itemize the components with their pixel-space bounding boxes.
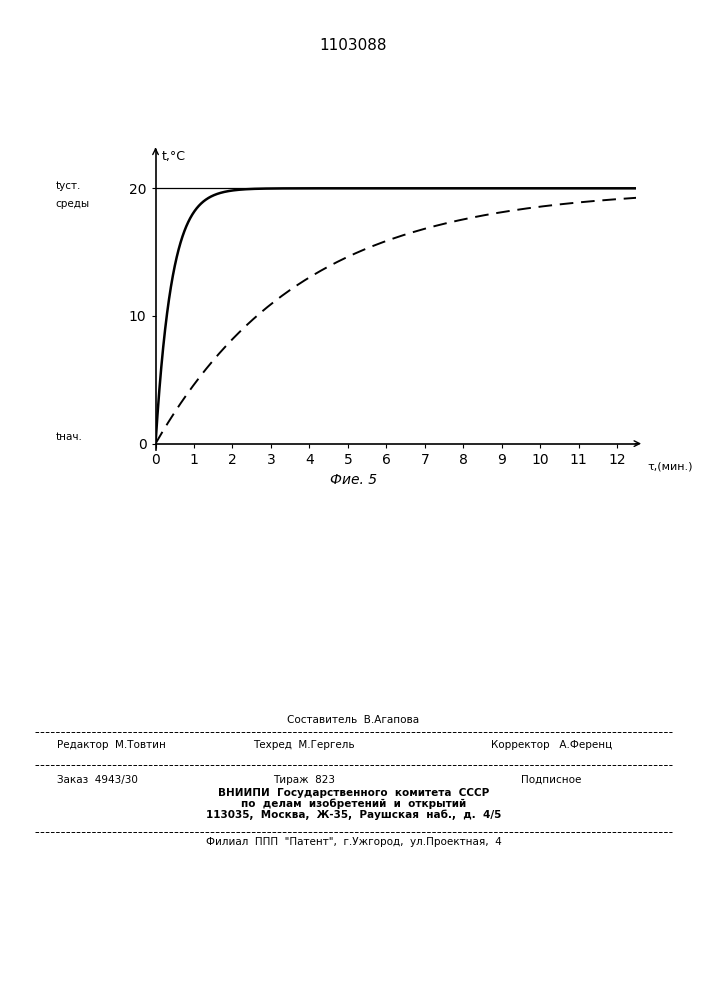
Text: Заказ  4943/30: Заказ 4943/30 — [57, 775, 137, 785]
Text: Редактор  М.Товтин: Редактор М.Товтин — [57, 740, 165, 750]
Text: по  делам  изобретений  и  открытий: по делам изобретений и открытий — [241, 799, 466, 809]
Text: Филиал  ППП  "Патент",  г.Ужгород,  ул.Проектная,  4: Филиал ППП "Патент", г.Ужгород, ул.Проек… — [206, 837, 501, 847]
Text: Подписное: Подписное — [521, 775, 582, 785]
Text: t,°C: t,°C — [161, 150, 185, 163]
Text: tнач.: tнач. — [56, 432, 83, 442]
Text: 1103088: 1103088 — [320, 37, 387, 52]
Text: Корректор   А.Ференц: Корректор А.Ференц — [491, 740, 612, 750]
Text: среды: среды — [56, 199, 90, 209]
Text: ВНИИПИ  Государственного  комитета  СССР: ВНИИПИ Государственного комитета СССР — [218, 788, 489, 798]
Text: tуст.: tуст. — [56, 181, 81, 191]
Text: τ,(мин.): τ,(мин.) — [648, 462, 694, 472]
Text: Фие. 5: Фие. 5 — [330, 473, 377, 487]
Text: 113035,  Москва,  Ж-35,  Раушская  наб.,  д.  4/5: 113035, Москва, Ж-35, Раушская наб., д. … — [206, 810, 501, 820]
Text: Техред  М.Гергель: Техред М.Гергель — [253, 740, 355, 750]
Text: Составитель  В.Агапова: Составитель В.Агапова — [288, 715, 419, 725]
Text: Тираж  823: Тираж 823 — [273, 775, 335, 785]
